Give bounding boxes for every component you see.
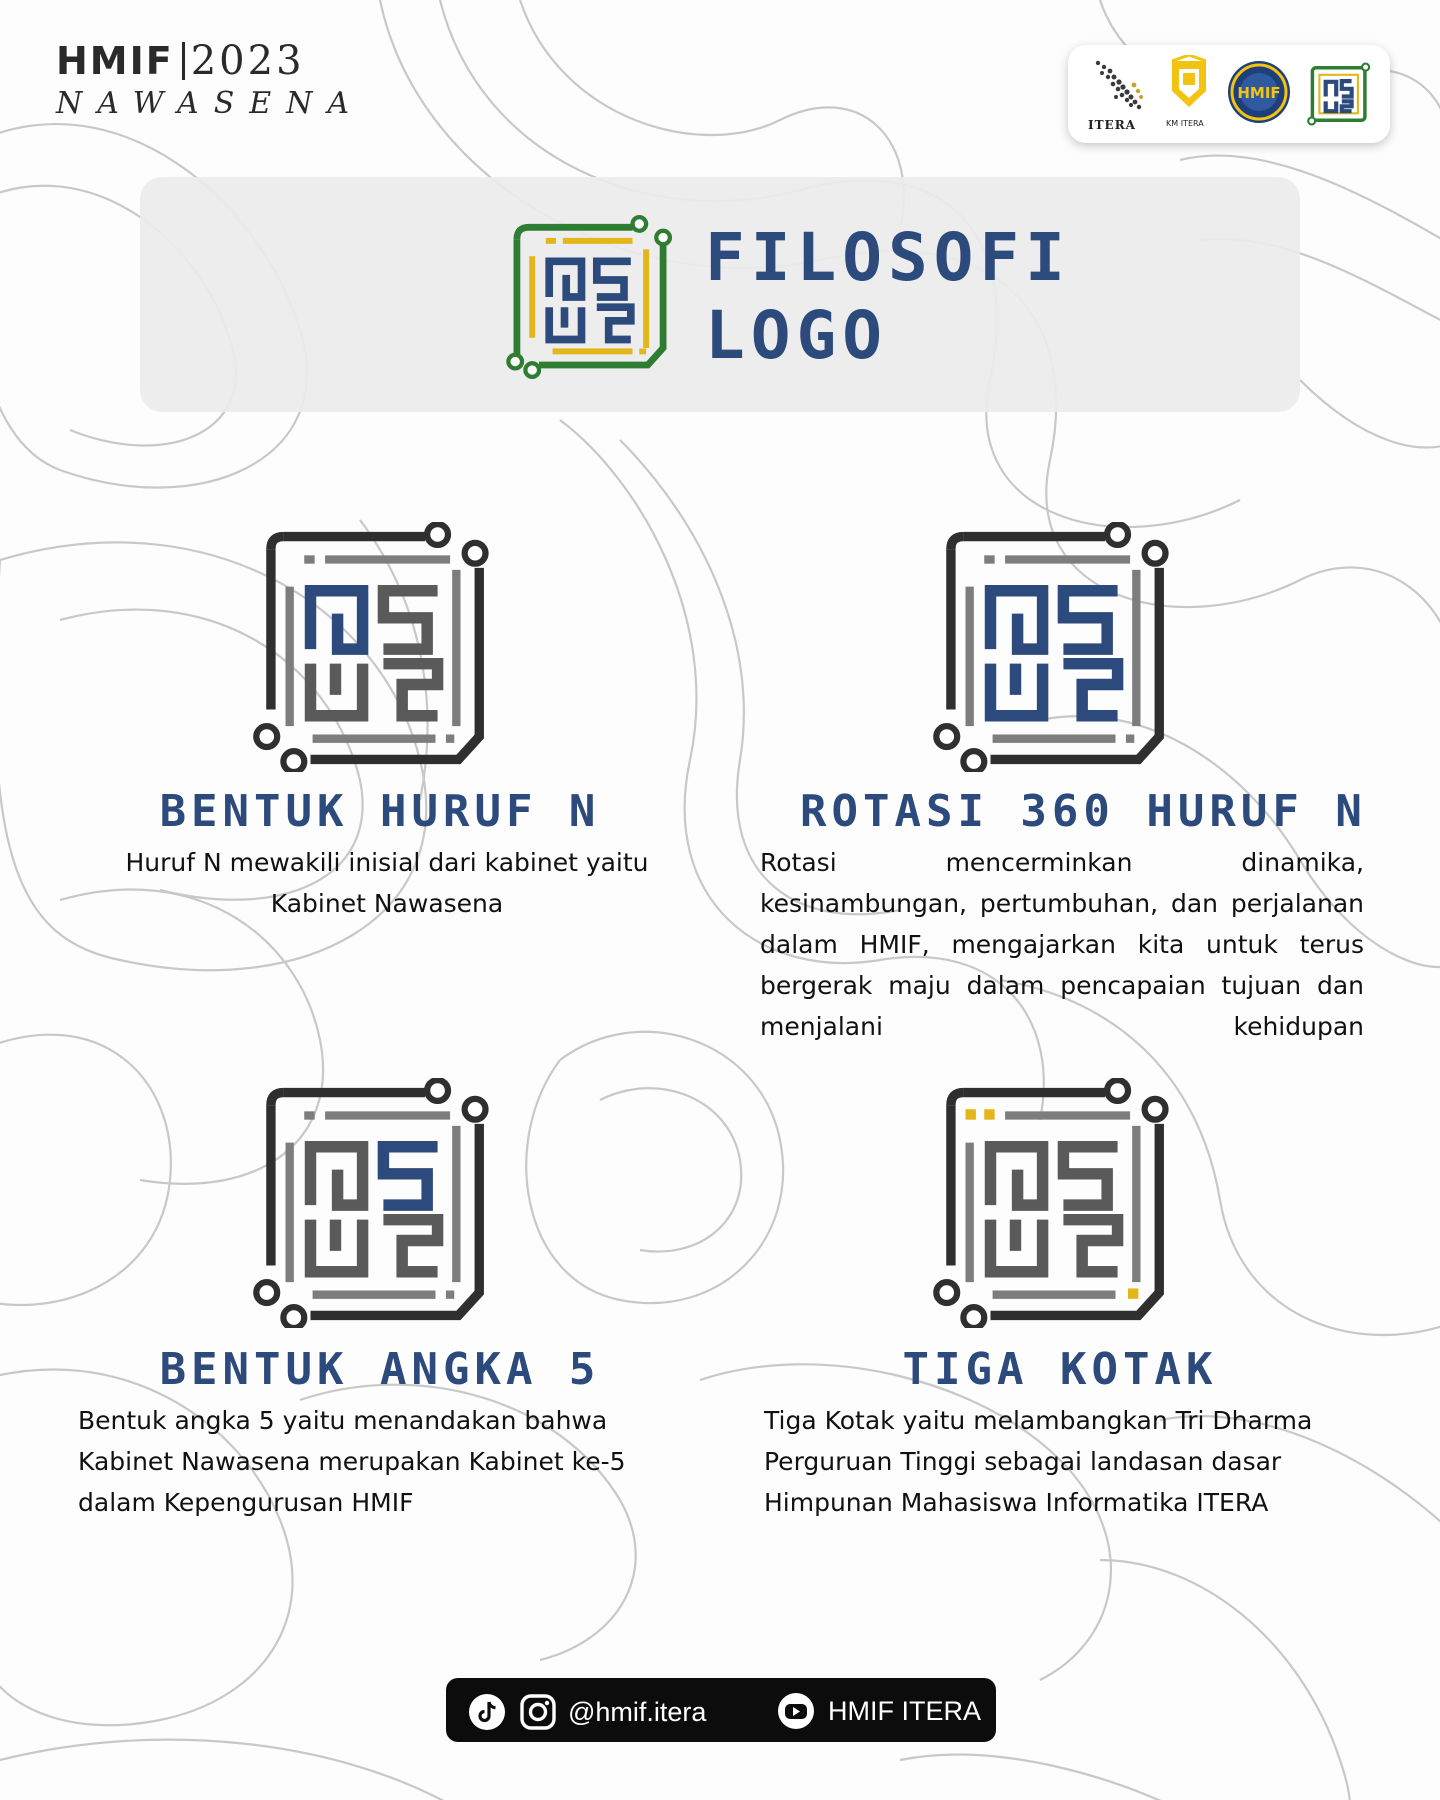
section-body: Huruf N mewakili inisial dari kabinet ya… <box>125 848 649 918</box>
instagram-icon[interactable] <box>518 1692 558 1732</box>
section-heading: BENTUK HURUF N <box>159 786 601 837</box>
itera-logo-icon: ITERA <box>1088 55 1148 135</box>
youtube-channel[interactable]: HMIF ITERA <box>776 1692 981 1730</box>
box-mark <box>1128 1288 1139 1299</box>
nawasena-color-logo <box>506 214 673 380</box>
brand-wordmark: HMIF 2023 NAWASENA <box>56 38 364 121</box>
brand-year: 2023 <box>190 38 305 84</box>
youtube-channel-text[interactable]: HMIF ITERA <box>828 1695 981 1726</box>
partner-caption: KM ITERA <box>1166 119 1204 128</box>
hmif-seal-icon: HMIF <box>1226 59 1292 125</box>
logo-variant-huruf-n <box>248 522 498 772</box>
logo-variant-tiga-kotak <box>928 1078 1178 1328</box>
logo-variant-rotasi <box>928 522 1178 772</box>
box-mark <box>984 1109 995 1120</box>
section-heading: BENTUK ANGKA 5 <box>159 1344 601 1395</box>
box-mark <box>965 1109 976 1120</box>
social-footer-bar: @hmif.itera HMIF ITERA <box>446 1678 996 1742</box>
title-panel: FILOSOFI LOGO <box>140 177 1300 412</box>
section-heading: ROTASI 360 HURUF N <box>800 786 1367 837</box>
partner-logos-card: ITERA KM ITERA HMIF <box>1068 45 1390 143</box>
brand-divider <box>181 42 185 80</box>
section-body: Tiga Kotak yaitu melambangkan Tri Dharma… <box>764 1406 1313 1517</box>
brand-name: HMIF <box>56 39 174 83</box>
logo-variant-angka-5 <box>248 1078 498 1328</box>
svg-text:HMIF: HMIF <box>1237 84 1280 102</box>
tiktok-icon[interactable] <box>468 1693 506 1731</box>
social-handle-text[interactable]: @hmif.itera <box>568 1696 707 1727</box>
social-handle[interactable]: @hmif.itera <box>468 1692 706 1732</box>
page-title-line1: FILOSOFI <box>705 219 1071 296</box>
section-body: Bentuk angka 5 yaitu menandakan bahwa Ka… <box>78 1406 626 1517</box>
page-title: FILOSOFI LOGO <box>705 219 1071 375</box>
brand-subtitle: NAWASENA <box>56 86 365 121</box>
km-itera-logo-icon: KM ITERA <box>1164 53 1216 135</box>
partner-caption: ITERA <box>1088 118 1136 132</box>
section-body: Rotasi mencerminkan dinamika, kesinambun… <box>760 848 1364 1041</box>
section-heading: TIGA KOTAK <box>902 1344 1218 1395</box>
page-title-line2: LOGO <box>705 297 888 374</box>
youtube-icon[interactable] <box>776 1692 816 1730</box>
nawasena-logo-icon <box>1304 57 1374 129</box>
